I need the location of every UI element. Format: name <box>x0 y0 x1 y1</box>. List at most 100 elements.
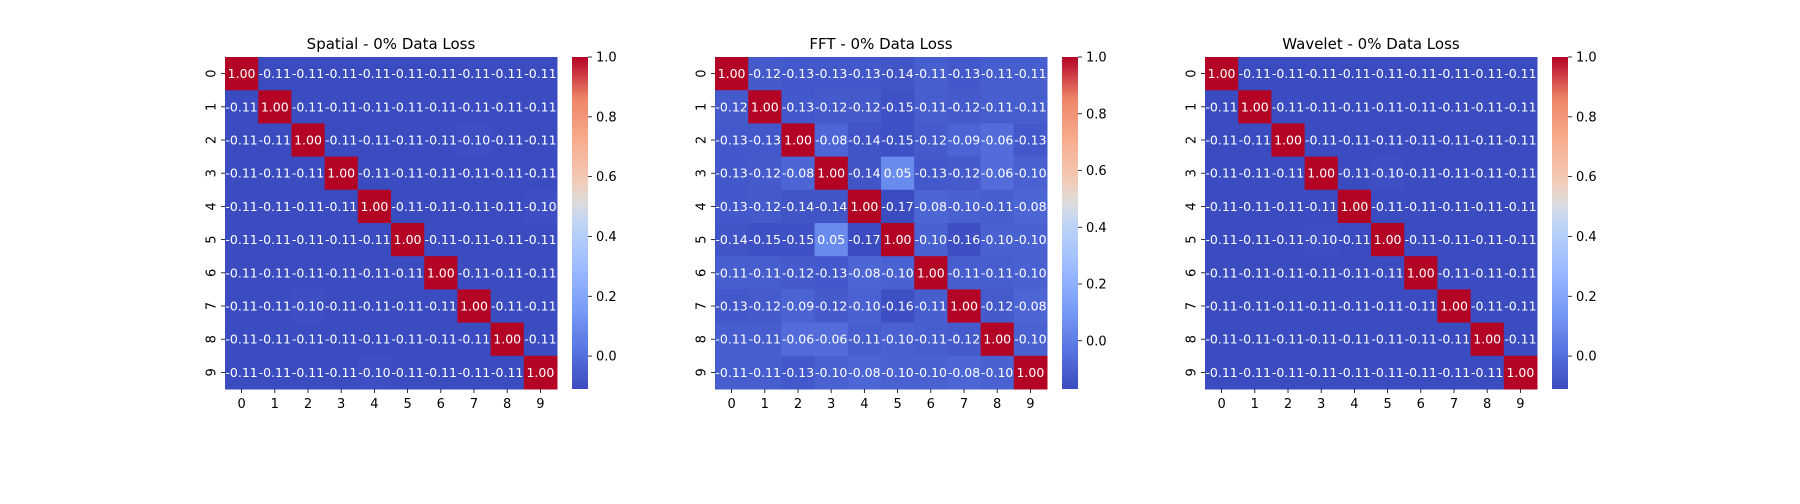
cell-label: -0.12 <box>815 99 847 114</box>
y-tick-label: 4 <box>205 202 220 210</box>
cell-label: -0.11 <box>1405 365 1437 380</box>
y-tick-label: 0 <box>695 69 710 77</box>
heatmap-cell <box>258 57 292 91</box>
cell-label: -0.11 <box>1205 232 1237 247</box>
heatmap-cell <box>1337 289 1372 324</box>
y-tick-label: 2 <box>695 136 710 144</box>
cell-label: -0.12 <box>948 332 980 347</box>
heatmap-cell <box>947 156 982 191</box>
cell-label: -0.12 <box>782 265 814 280</box>
colorbar-tick-label: 0.4 <box>596 230 617 245</box>
heatmap-cell <box>914 289 948 324</box>
cell-label: -0.12 <box>749 299 781 314</box>
x-tick-label: 9 <box>536 397 544 412</box>
cell-label: -0.08 <box>782 166 814 181</box>
heatmap-cell <box>523 355 558 390</box>
heatmap-cell <box>1404 223 1438 257</box>
cell-label: -0.11 <box>915 332 947 347</box>
cell-label: -0.11 <box>358 66 390 81</box>
cell-label: -0.11 <box>325 133 357 148</box>
x-tick-label: 6 <box>1417 397 1425 412</box>
x-tick-label: 1 <box>1251 397 1259 412</box>
heatmap-cell <box>1238 289 1272 324</box>
cell-label: -0.11 <box>425 66 457 81</box>
cell-label: -0.11 <box>1504 166 1536 181</box>
cell-label: -0.11 <box>225 133 257 148</box>
heatmap-cell <box>291 189 326 224</box>
cell-label: -0.11 <box>491 265 523 280</box>
cell-label: 1.00 <box>1440 299 1468 314</box>
heatmap-cell <box>457 123 492 158</box>
heatmap-cell <box>980 123 1015 158</box>
cell-label: -0.11 <box>1405 166 1437 181</box>
x-tick-label: 3 <box>337 397 345 412</box>
heatmap-cell <box>324 156 359 191</box>
cell-label: -0.10 <box>815 365 847 380</box>
cell-label: -0.11 <box>1205 299 1237 314</box>
cell-label: -0.11 <box>225 199 257 214</box>
cell-label: -0.11 <box>491 99 523 114</box>
y-tick-label: 5 <box>205 235 220 243</box>
cell-label: -0.11 <box>259 166 291 181</box>
cell-label: -0.11 <box>1272 199 1304 214</box>
heatmap-cell <box>324 223 359 257</box>
heatmap-cell <box>424 322 458 357</box>
heatmap-cell <box>814 156 849 191</box>
heatmap-cell <box>914 322 948 357</box>
heatmap-cell <box>847 156 882 191</box>
cell-label: -0.11 <box>1405 232 1437 247</box>
cell-label: -0.11 <box>225 299 257 314</box>
cell-label: -0.11 <box>1471 66 1503 81</box>
heatmap-cell <box>748 90 782 124</box>
heatmap-cell <box>357 156 392 191</box>
heatmap-cell <box>1238 189 1272 224</box>
heatmap-cell <box>225 189 259 224</box>
heatmap-cell <box>1470 223 1505 257</box>
heatmap-cell <box>1304 123 1339 158</box>
cell-label: -0.11 <box>458 99 490 114</box>
colorbar-tick-label: 0.6 <box>596 170 617 185</box>
cell-label: -0.11 <box>491 133 523 148</box>
cell-label: -0.11 <box>524 99 556 114</box>
heatmap-cell <box>881 322 915 357</box>
x-tick-label: 8 <box>993 397 1001 412</box>
cell-label: -0.14 <box>715 232 747 247</box>
cell-label: -0.11 <box>491 166 523 181</box>
y-tick-label: 2 <box>1185 136 1200 144</box>
y-tick-label: 2 <box>205 136 220 144</box>
cell-label: -0.12 <box>749 199 781 214</box>
heatmap-cell <box>424 90 458 124</box>
heatmap-cell <box>391 322 425 357</box>
colorbar-tick-label: 0.0 <box>1576 350 1597 365</box>
y-tick-label: 3 <box>205 169 220 177</box>
cell-label: -0.06 <box>782 332 814 347</box>
cell-label: -0.11 <box>1438 66 1470 81</box>
cell-label: -0.10 <box>524 199 556 214</box>
heatmap-cell <box>457 189 492 224</box>
cell-label: -0.11 <box>1338 232 1370 247</box>
heatmap-cell <box>1205 189 1239 224</box>
heatmap-cell <box>1503 322 1538 357</box>
heatmap-cell <box>490 156 525 191</box>
heatmap-cell <box>881 57 915 91</box>
heatmap-cell <box>1238 223 1272 257</box>
cell-label: -0.11 <box>425 365 457 380</box>
heatmap-cell <box>225 355 259 390</box>
cell-label: -0.11 <box>1272 365 1304 380</box>
heatmap-cell <box>781 223 816 257</box>
cell-label: -0.11 <box>1504 199 1536 214</box>
heatmap-cell <box>1304 90 1339 124</box>
heatmap-cell <box>980 156 1015 191</box>
cell-label: -0.14 <box>848 133 880 148</box>
cell-label: 0.05 <box>884 166 912 181</box>
heatmap-cell <box>1503 223 1538 257</box>
heatmap-cell <box>1205 223 1239 257</box>
cell-label: -0.11 <box>981 99 1013 114</box>
cell-label: -0.11 <box>1471 133 1503 148</box>
cell-label: -0.11 <box>715 332 747 347</box>
cell-label: -0.13 <box>915 166 947 181</box>
cell-label: 1.00 <box>718 66 746 81</box>
cell-label: -0.11 <box>1504 299 1536 314</box>
heatmap-cell <box>523 322 558 357</box>
heatmap-cell <box>1337 90 1372 124</box>
